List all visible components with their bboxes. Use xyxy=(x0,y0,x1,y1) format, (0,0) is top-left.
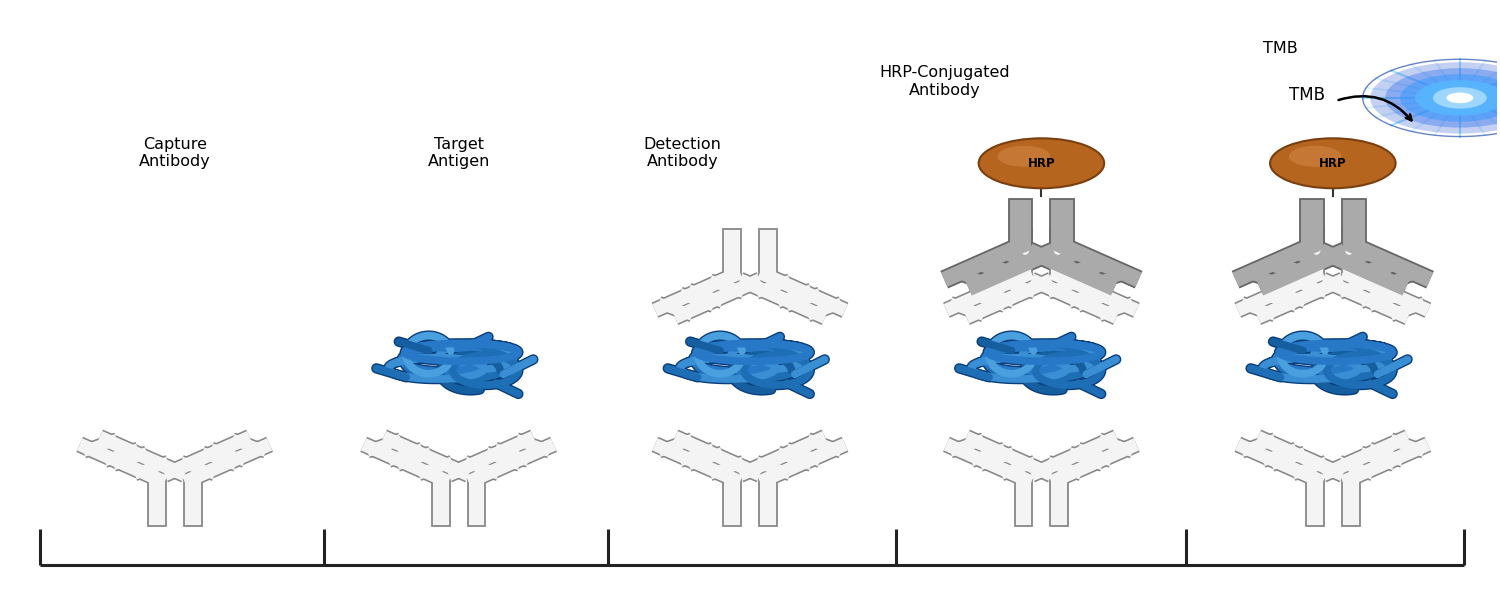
Circle shape xyxy=(1400,74,1500,122)
Bar xyxy=(759,478,777,526)
Circle shape xyxy=(1446,92,1473,103)
Bar xyxy=(1306,478,1324,526)
Bar xyxy=(1306,229,1324,276)
Bar xyxy=(1342,478,1359,526)
Bar xyxy=(1050,229,1068,276)
Bar xyxy=(1008,199,1032,247)
Bar xyxy=(759,229,777,276)
Bar xyxy=(723,229,741,276)
Text: HRP: HRP xyxy=(1028,157,1054,170)
Bar xyxy=(1014,229,1032,276)
Text: Detection
Antibody: Detection Antibody xyxy=(644,137,722,169)
Bar xyxy=(1050,478,1068,526)
Circle shape xyxy=(1370,62,1500,134)
Bar xyxy=(1014,478,1032,526)
Circle shape xyxy=(1414,80,1500,116)
Text: Capture
Antibody: Capture Antibody xyxy=(140,137,210,169)
Bar xyxy=(147,478,165,526)
Text: Target
Antigen: Target Antigen xyxy=(427,137,490,169)
Circle shape xyxy=(1288,146,1341,167)
Circle shape xyxy=(998,146,1050,167)
Text: TMB: TMB xyxy=(1263,41,1298,56)
Circle shape xyxy=(1270,139,1395,188)
Bar xyxy=(723,478,741,526)
Bar xyxy=(468,478,486,526)
Text: TMB: TMB xyxy=(1290,86,1326,104)
Bar xyxy=(432,478,450,526)
Bar xyxy=(1050,199,1074,247)
Text: HRP-Conjugated
Antibody: HRP-Conjugated Antibody xyxy=(879,65,1010,98)
Bar xyxy=(1300,199,1324,247)
Bar xyxy=(183,478,201,526)
Circle shape xyxy=(1384,68,1500,128)
Circle shape xyxy=(978,139,1104,188)
Circle shape xyxy=(1432,87,1486,109)
Bar xyxy=(1342,199,1365,247)
Bar xyxy=(1342,229,1359,276)
Text: HRP: HRP xyxy=(1318,157,1347,170)
